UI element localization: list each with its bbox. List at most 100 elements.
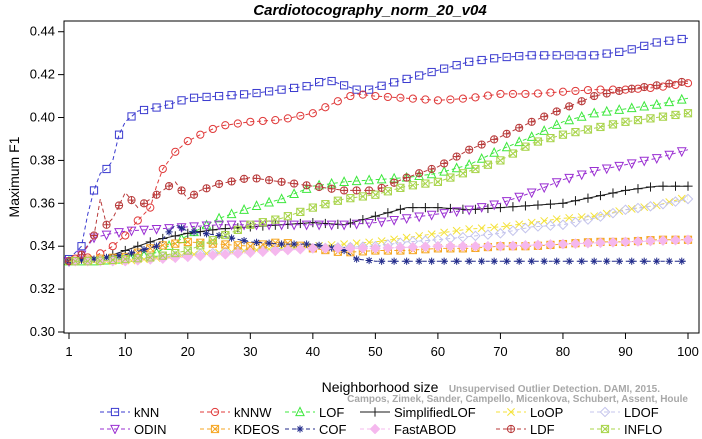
data-point — [140, 246, 148, 254]
legend-item-ldof: LDOF — [590, 405, 659, 420]
data-point — [307, 243, 319, 254]
data-point — [401, 214, 412, 225]
data-point — [315, 78, 324, 87]
x-tick-label: 70 — [493, 344, 507, 359]
data-point — [133, 254, 142, 263]
data-point — [533, 137, 543, 146]
data-point — [670, 181, 681, 191]
data-point — [276, 193, 287, 204]
data-point — [490, 257, 498, 265]
data-point — [626, 159, 637, 170]
data-point — [664, 96, 675, 107]
data-point — [202, 230, 211, 238]
data-point — [139, 225, 149, 236]
data-point — [415, 169, 424, 178]
data-point — [301, 220, 312, 231]
data-point — [289, 220, 299, 231]
data-point — [351, 175, 362, 186]
data-point — [601, 105, 612, 116]
data-point — [545, 220, 556, 231]
x-tick-label: 100 — [677, 344, 699, 359]
data-point — [445, 240, 456, 252]
y-tick-label: 0.36 — [30, 195, 55, 210]
data-point — [551, 178, 562, 189]
data-point — [251, 200, 262, 210]
data-point — [627, 45, 636, 54]
data-point — [477, 140, 486, 149]
data-point — [102, 164, 111, 174]
data-point — [621, 85, 630, 94]
data-point — [182, 251, 194, 263]
data-point — [240, 237, 248, 245]
data-point — [676, 147, 687, 158]
data-point — [502, 222, 511, 230]
legend-item-ldf: LDF — [496, 422, 555, 437]
series-line — [68, 80, 689, 262]
data-point — [146, 244, 155, 253]
data-point — [515, 257, 523, 265]
data-point — [365, 85, 374, 94]
data-point — [632, 202, 644, 214]
data-point — [677, 34, 686, 44]
series-knn — [64, 34, 689, 264]
data-point — [327, 184, 336, 193]
data-point — [164, 100, 174, 109]
data-point — [308, 109, 317, 118]
data-point — [502, 129, 511, 138]
data-point — [277, 240, 286, 248]
data-point — [127, 195, 136, 205]
data-point — [576, 110, 587, 121]
data-point — [602, 49, 611, 58]
data-point — [245, 247, 256, 258]
data-point — [520, 222, 531, 234]
legend-label: FastABOD — [394, 422, 456, 434]
series-ldf — [64, 77, 689, 266]
data-point — [490, 223, 499, 232]
data-point — [407, 241, 419, 253]
data-point — [457, 240, 469, 252]
data-point — [264, 196, 274, 207]
data-point — [503, 257, 511, 265]
data-point — [514, 136, 525, 147]
data-point — [83, 257, 92, 266]
data-point — [583, 193, 593, 203]
data-point — [489, 146, 500, 157]
data-point — [639, 100, 650, 111]
data-point — [326, 220, 337, 231]
data-point — [420, 203, 430, 213]
data-point — [578, 257, 586, 265]
data-point — [558, 198, 568, 208]
data-point — [508, 202, 518, 212]
y-tick-label: 0.32 — [30, 281, 55, 296]
data-point — [433, 203, 443, 213]
data-point — [540, 51, 549, 60]
data-point — [296, 207, 305, 216]
data-point — [258, 116, 267, 126]
data-point — [477, 55, 486, 65]
data-point — [89, 231, 99, 240]
data-point — [446, 95, 455, 104]
data-point — [570, 238, 581, 249]
watermark-line-2: Campos, Zimek, Sander, Campello, Micenko… — [347, 394, 688, 405]
data-point — [589, 107, 600, 118]
data-point — [296, 425, 304, 433]
data-point — [615, 47, 624, 56]
data-point — [314, 220, 325, 231]
data-point — [596, 122, 605, 132]
data-point — [194, 250, 206, 262]
data-point — [108, 242, 117, 251]
data-point — [540, 216, 549, 225]
data-point — [364, 218, 375, 229]
data-point — [296, 111, 305, 120]
series-layer — [64, 34, 694, 267]
data-point — [421, 179, 430, 188]
data-point — [340, 81, 349, 90]
data-point — [201, 221, 212, 232]
data-point — [551, 119, 562, 129]
data-point — [576, 170, 587, 181]
data-point — [508, 89, 518, 99]
data-point — [196, 130, 205, 139]
data-point — [421, 95, 430, 104]
data-point — [657, 235, 669, 246]
